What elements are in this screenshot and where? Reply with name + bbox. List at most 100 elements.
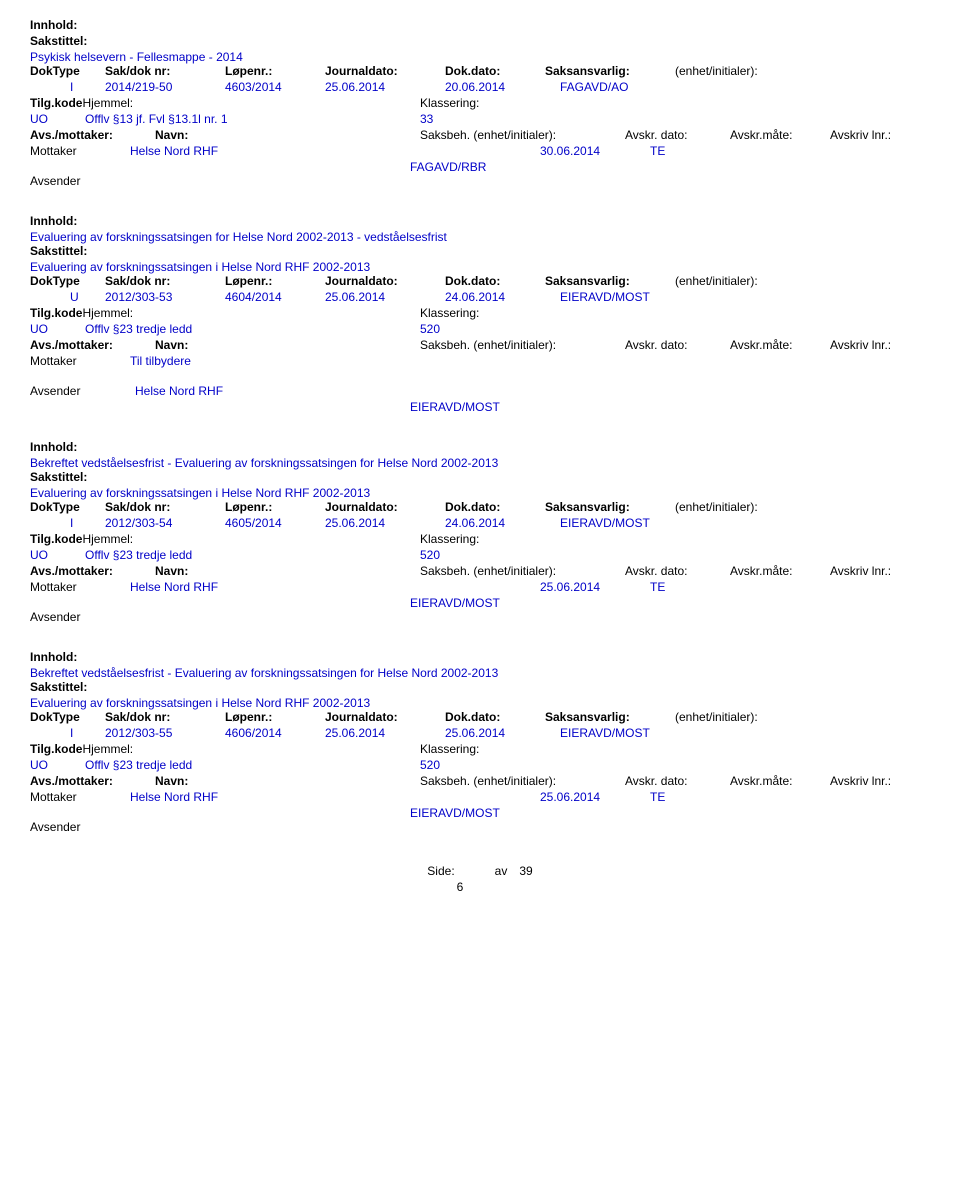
- doktype-value: U: [70, 290, 105, 304]
- saksansvarlig-value: EIERAVD/MOST: [560, 290, 690, 304]
- klassering-label: Klassering:: [420, 532, 540, 546]
- value-row-2: UO Offlv §13 jf. Fvl §13.1l nr. 1 33: [30, 112, 930, 126]
- navn-label: Navn:: [155, 774, 420, 788]
- doktype-value: I: [70, 516, 105, 530]
- journaldato-value: 25.06.2014: [325, 80, 445, 94]
- dokdato-label: Dok.dato:: [445, 500, 545, 514]
- value-row-1: I 2014/219-50 4603/2014 25.06.2014 20.06…: [30, 80, 930, 94]
- journal-entry: Innhold: Evaluering av forskningssatsinge…: [30, 214, 930, 414]
- avsmottaker-label: Avs./mottaker:: [30, 774, 155, 788]
- doktype-gap: [30, 80, 70, 94]
- klassering-value: 520: [420, 548, 440, 562]
- avsender-name: Helse Nord RHF: [135, 384, 335, 398]
- mottaker-row: Mottaker Helse Nord RHF 30.06.2014 TE: [30, 144, 930, 158]
- footer-side-label: Side:: [427, 864, 454, 878]
- avsender-name: [135, 820, 335, 834]
- navn-label: Navn:: [155, 338, 420, 352]
- mottaker-name: Helse Nord RHF: [130, 790, 540, 804]
- lopenr-label: Løpenr.:: [225, 710, 325, 724]
- innhold-label: Innhold:: [30, 214, 930, 228]
- mottaker-label: Mottaker: [30, 144, 130, 158]
- journaldato-value: 25.06.2014: [325, 516, 445, 530]
- hjemmel-value: Offlv §13 jf. Fvl §13.1l nr. 1: [85, 112, 420, 126]
- saksbeh-label: Saksbeh. (enhet/initialer):: [420, 774, 625, 788]
- enhet-label: (enhet/initialer):: [675, 710, 825, 724]
- klassering-label: Klassering:: [420, 96, 540, 110]
- sender-dept: EIERAVD/MOST: [410, 400, 930, 414]
- page-footer: Side: av 39 6: [30, 864, 930, 894]
- journal-entry: Innhold:Sakstittel:Psykisk helsevern - F…: [30, 18, 930, 188]
- avskrivlnr-label: Avskriv lnr.:: [830, 338, 930, 352]
- sakdok-value: 2012/303-55: [105, 726, 225, 740]
- sakdok-value: 2014/219-50: [105, 80, 225, 94]
- hjemmel-gap: [130, 532, 420, 546]
- value-row-2: UO Offlv §23 tredje ledd 520: [30, 548, 930, 562]
- hjemmel-gap: [130, 742, 420, 756]
- tilgkode-value: UO: [30, 548, 85, 562]
- header-row-3: Avs./mottaker: Navn: Saksbeh. (enhet/ini…: [30, 338, 930, 352]
- header-row-2: Tilg.kodeHjemmel: Klassering:: [30, 306, 930, 320]
- dokdato-label: Dok.dato:: [445, 274, 545, 288]
- avsmottaker-label: Avs./mottaker:: [30, 564, 155, 578]
- doktype-label: DokType: [30, 64, 105, 78]
- value-row-2: UO Offlv §23 tredje ledd 520: [30, 322, 930, 336]
- hjemmel-value: Offlv §23 tredje ledd: [85, 548, 420, 562]
- avskrivlnr-label: Avskriv lnr.:: [830, 564, 930, 578]
- doktype-label: DokType: [30, 710, 105, 724]
- navn-label: Navn:: [155, 128, 420, 142]
- innhold-label: Innhold:: [30, 18, 930, 32]
- tilgkode-value: UO: [30, 322, 85, 336]
- avsender-name: [135, 610, 335, 624]
- header-row-2: Tilg.kodeHjemmel: Klassering:: [30, 742, 930, 756]
- lopenr-value: 4606/2014: [225, 726, 325, 740]
- avsender-label: Avsender: [30, 174, 135, 188]
- header-row-3: Avs./mottaker: Navn: Saksbeh. (enhet/ini…: [30, 564, 930, 578]
- saksansvarlig-value: EIERAVD/MOST: [560, 516, 690, 530]
- hjemmel-gap: [130, 96, 420, 110]
- header-row-1: DokType Sak/dok nr: Løpenr.: Journaldato…: [30, 710, 930, 724]
- lopenr-value: 4604/2014: [225, 290, 325, 304]
- header-row-3: Avs./mottaker: Navn: Saksbeh. (enhet/ini…: [30, 774, 930, 788]
- avsender-label: Avsender: [30, 820, 135, 834]
- tilgkode-label: Tilg.kodeHjemmel:: [30, 96, 130, 110]
- header-row-1: DokType Sak/dok nr: Løpenr.: Journaldato…: [30, 500, 930, 514]
- innhold-text: Bekreftet vedståelsesfrist - Evaluering …: [30, 666, 930, 680]
- sender-dept: EIERAVD/MOST: [410, 806, 930, 820]
- avskrmate-label: Avskr.måte:: [730, 774, 830, 788]
- sakdok-label: Sak/dok nr:: [105, 64, 225, 78]
- saksansvarlig-label: Saksansvarlig:: [545, 64, 675, 78]
- dokdato-label: Dok.dato:: [445, 64, 545, 78]
- mottaker-label: Mottaker: [30, 354, 130, 368]
- sakdok-value: 2012/303-54: [105, 516, 225, 530]
- klassering-label: Klassering:: [420, 306, 540, 320]
- sender-dept: FAGAVD/RBR: [410, 160, 930, 174]
- saksbeh-label: Saksbeh. (enhet/initialer):: [420, 128, 625, 142]
- sakdok-label: Sak/dok nr:: [105, 710, 225, 724]
- sakstittel-text: Evaluering av forskningssatsingen i Hels…: [30, 260, 930, 274]
- mottaker-dato: 25.06.2014: [540, 790, 650, 804]
- header-row-2: Tilg.kodeHjemmel: Klassering:: [30, 96, 930, 110]
- mottaker-label: Mottaker: [30, 580, 130, 594]
- avskrmate-label: Avskr.måte:: [730, 338, 830, 352]
- sakstittel-text: Psykisk helsevern - Fellesmappe - 2014: [30, 50, 930, 64]
- saksbeh-label: Saksbeh. (enhet/initialer):: [420, 564, 625, 578]
- sakstittel-text: Evaluering av forskningssatsingen i Hels…: [30, 486, 930, 500]
- tilgkode-label: Tilg.kodeHjemmel:: [30, 306, 130, 320]
- enhet-label: (enhet/initialer):: [675, 274, 825, 288]
- doktype-value: I: [70, 726, 105, 740]
- tilgkode-label: Tilg.kodeHjemmel:: [30, 742, 130, 756]
- enhet-label: (enhet/initialer):: [675, 64, 825, 78]
- avsender-row: Avsender: [30, 174, 930, 188]
- mottaker-mate: TE: [650, 790, 730, 804]
- journaldato-value: 25.06.2014: [325, 726, 445, 740]
- enhet-label: (enhet/initialer):: [675, 500, 825, 514]
- saksansvarlig-label: Saksansvarlig:: [545, 500, 675, 514]
- value-row-2: UO Offlv §23 tredje ledd 520: [30, 758, 930, 772]
- avskrmate-label: Avskr.måte:: [730, 128, 830, 142]
- avsender-row: Avsender Helse Nord RHF: [30, 384, 930, 398]
- avsender-row: Avsender: [30, 820, 930, 834]
- journaldato-label: Journaldato:: [325, 64, 445, 78]
- journaldato-label: Journaldato:: [325, 274, 445, 288]
- klassering-value: 33: [420, 112, 433, 126]
- lopenr-label: Løpenr.:: [225, 64, 325, 78]
